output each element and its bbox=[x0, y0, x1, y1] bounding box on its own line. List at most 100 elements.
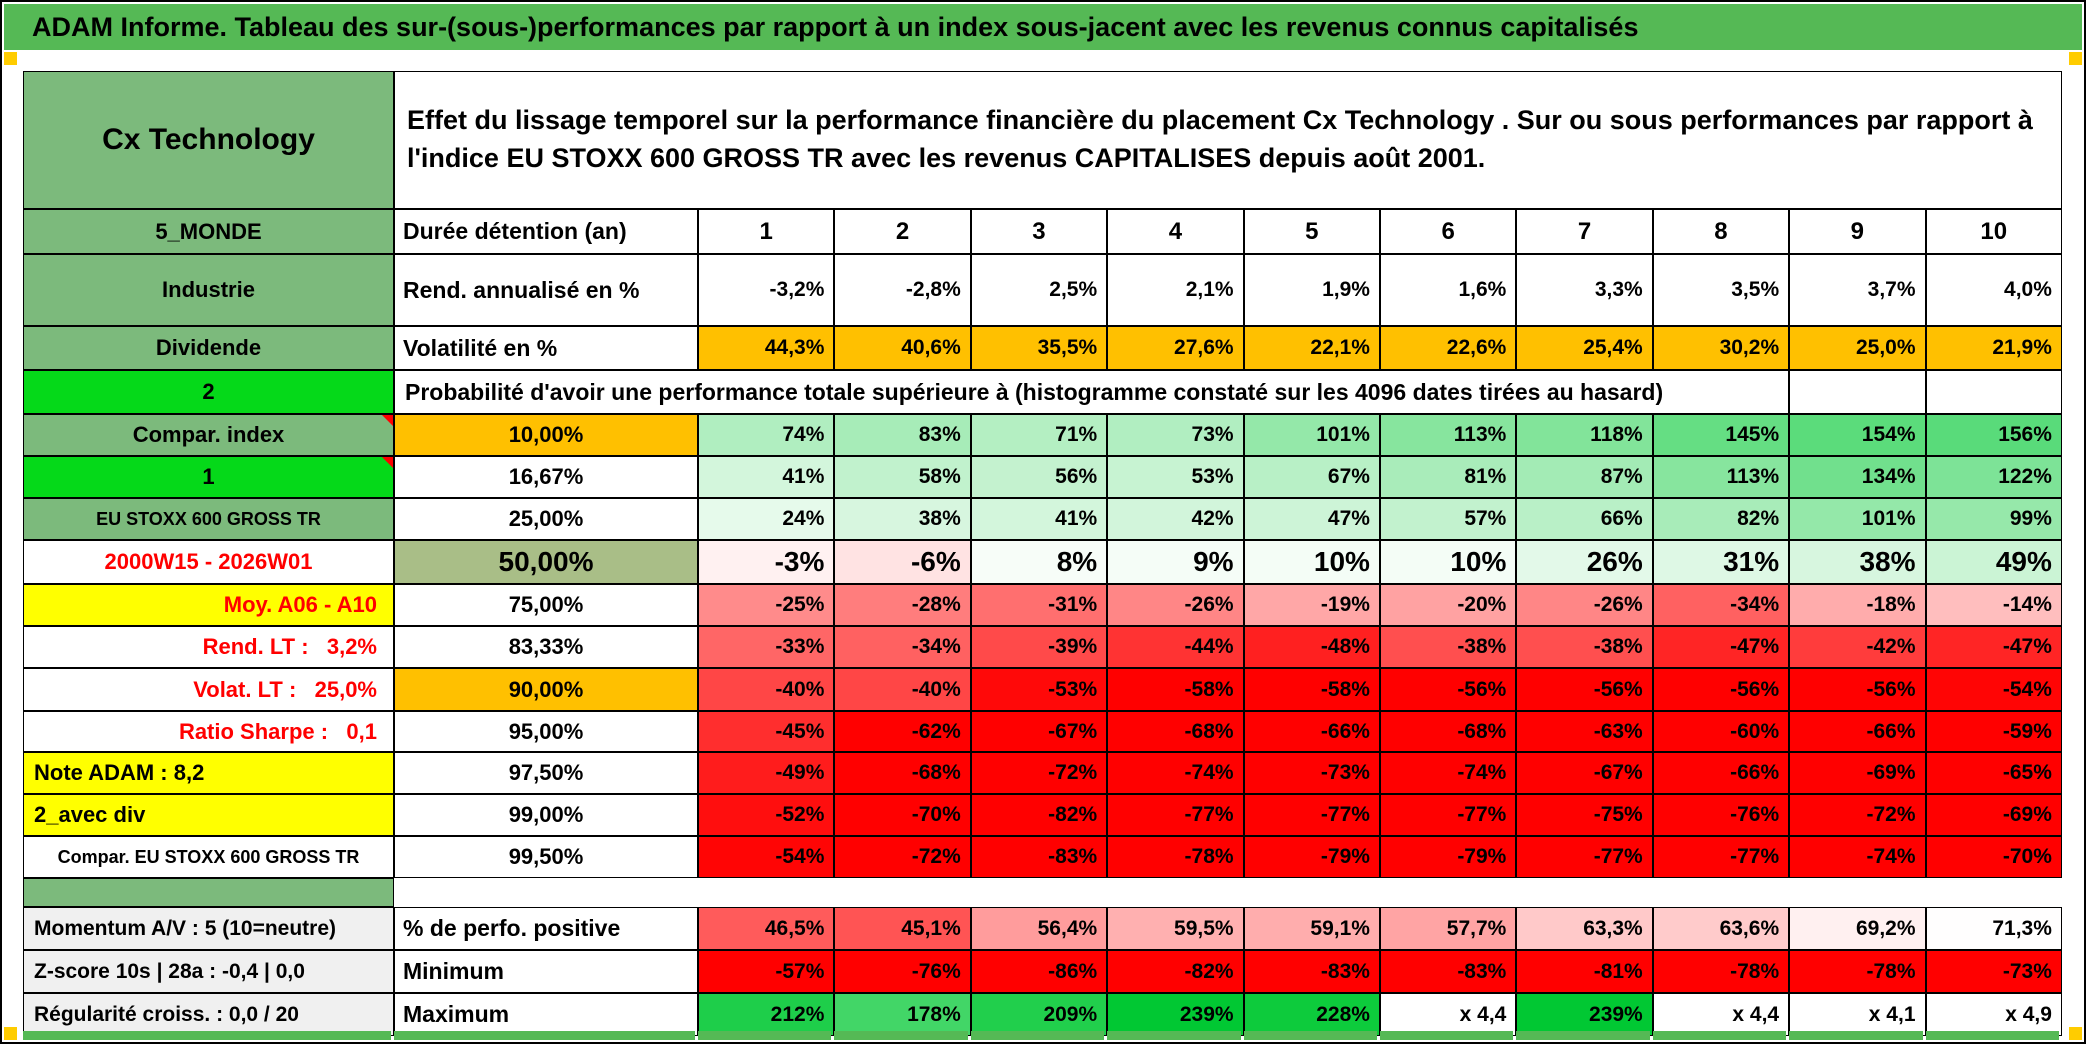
summary-value[interactable]: -78% bbox=[1789, 950, 1926, 993]
duration-cell[interactable]: 2 bbox=[834, 209, 971, 254]
probability-value[interactable]: -73% bbox=[1243, 752, 1380, 794]
probability-value[interactable]: -28% bbox=[834, 584, 971, 626]
duration-cell[interactable]: 1 bbox=[698, 209, 835, 254]
volatility-value[interactable]: 25,0% bbox=[1789, 326, 1926, 370]
probability-value[interactable]: 8% bbox=[970, 540, 1108, 584]
probability-value[interactable]: 81% bbox=[1379, 456, 1517, 498]
summary-value[interactable]: -73% bbox=[1925, 950, 2062, 993]
threshold-cell[interactable]: 99,50% bbox=[394, 836, 698, 878]
threshold-cell[interactable]: 16,67% bbox=[394, 456, 698, 498]
probability-value[interactable]: -70% bbox=[1925, 836, 2062, 878]
probability-value[interactable]: -58% bbox=[1107, 668, 1244, 711]
probability-value[interactable]: -68% bbox=[1379, 711, 1517, 752]
probability-value[interactable]: 73% bbox=[1107, 414, 1244, 456]
probability-value[interactable]: -31% bbox=[970, 584, 1108, 626]
probability-value[interactable]: 145% bbox=[1652, 414, 1790, 456]
probability-value[interactable]: -69% bbox=[1925, 794, 2062, 836]
volatility-value[interactable]: 40,6% bbox=[834, 326, 971, 370]
summary-value[interactable]: 239% bbox=[1516, 993, 1653, 1036]
duration-cell[interactable]: 10 bbox=[1925, 209, 2062, 254]
probability-note[interactable]: Probabilité d'avoir une performance tota… bbox=[394, 370, 1790, 414]
probability-value[interactable]: -66% bbox=[1789, 711, 1926, 752]
probability-value[interactable]: -77% bbox=[1107, 794, 1244, 836]
probability-value[interactable]: -67% bbox=[1516, 752, 1653, 794]
probability-value[interactable]: -38% bbox=[1516, 626, 1653, 668]
probability-value[interactable]: 67% bbox=[1243, 456, 1380, 498]
summary-value[interactable]: 228% bbox=[1243, 993, 1380, 1036]
probability-value[interactable]: -34% bbox=[1652, 584, 1790, 626]
probability-value[interactable]: -66% bbox=[1243, 711, 1380, 752]
summary-value[interactable]: 63,6% bbox=[1652, 907, 1790, 950]
probability-value[interactable]: -34% bbox=[834, 626, 971, 668]
probability-value[interactable]: 41% bbox=[970, 498, 1108, 540]
probability-value[interactable]: -14% bbox=[1925, 584, 2062, 626]
probability-value[interactable]: -74% bbox=[1379, 752, 1517, 794]
volatility-label[interactable]: Volatilité en % bbox=[394, 326, 698, 370]
probability-value[interactable]: -77% bbox=[1516, 836, 1653, 878]
duration-label[interactable]: Durée détention (an) bbox=[394, 209, 698, 254]
annualized-value[interactable]: -2,8% bbox=[834, 254, 971, 326]
probability-value[interactable]: -76% bbox=[1652, 794, 1790, 836]
probability-value[interactable]: 74% bbox=[698, 414, 835, 456]
probability-value[interactable]: 101% bbox=[1789, 498, 1926, 540]
summary-value[interactable]: -83% bbox=[1243, 950, 1380, 993]
probability-value[interactable]: -74% bbox=[1789, 836, 1926, 878]
probability-value[interactable]: 47% bbox=[1243, 498, 1380, 540]
summary-value[interactable]: -78% bbox=[1652, 950, 1790, 993]
probability-value[interactable]: 56% bbox=[970, 456, 1108, 498]
probability-value[interactable]: -53% bbox=[970, 668, 1108, 711]
probability-value[interactable]: -69% bbox=[1789, 752, 1926, 794]
summary-value[interactable]: x 4,9 bbox=[1925, 993, 2062, 1036]
row-header-cell[interactable]: Z-score 10s | 28a : -0,4 | 0,0 bbox=[23, 950, 394, 993]
duration-cell[interactable]: 6 bbox=[1379, 209, 1517, 254]
instrument-name[interactable]: Cx Technology bbox=[23, 71, 394, 209]
summary-value[interactable]: 178% bbox=[834, 993, 971, 1036]
probability-value[interactable]: -52% bbox=[698, 794, 835, 836]
duration-cell[interactable]: 4 bbox=[1107, 209, 1244, 254]
duration-cell[interactable]: 3 bbox=[970, 209, 1108, 254]
probability-value[interactable]: -65% bbox=[1925, 752, 2062, 794]
probability-value[interactable]: -47% bbox=[1925, 626, 2062, 668]
summary-value[interactable]: 45,1% bbox=[834, 907, 971, 950]
summary-label[interactable]: Maximum bbox=[394, 993, 698, 1036]
threshold-cell[interactable]: 95,00% bbox=[394, 711, 698, 752]
probability-value[interactable]: 66% bbox=[1516, 498, 1653, 540]
summary-value[interactable]: -76% bbox=[834, 950, 971, 993]
summary-value[interactable]: 71,3% bbox=[1925, 907, 2062, 950]
probability-value[interactable]: -40% bbox=[698, 668, 835, 711]
probability-value[interactable]: -56% bbox=[1789, 668, 1926, 711]
summary-value[interactable]: 212% bbox=[698, 993, 835, 1036]
probability-value[interactable]: 87% bbox=[1516, 456, 1653, 498]
probability-value[interactable]: -72% bbox=[834, 836, 971, 878]
summary-value[interactable]: -81% bbox=[1516, 950, 1653, 993]
threshold-cell[interactable]: 83,33% bbox=[394, 626, 698, 668]
probability-value[interactable]: -60% bbox=[1652, 711, 1790, 752]
probability-value[interactable]: -56% bbox=[1516, 668, 1653, 711]
volatility-value[interactable]: 35,5% bbox=[970, 326, 1108, 370]
threshold-cell[interactable]: 97,50% bbox=[394, 752, 698, 794]
probability-value[interactable]: -56% bbox=[1652, 668, 1790, 711]
probability-value[interactable]: -75% bbox=[1516, 794, 1653, 836]
probability-value[interactable]: 24% bbox=[698, 498, 835, 540]
row-header-cell[interactable]: Industrie bbox=[23, 254, 394, 326]
row-header-cell[interactable]: Compar. index bbox=[23, 414, 394, 456]
probability-value[interactable]: 10% bbox=[1379, 540, 1517, 584]
summary-value[interactable]: 63,3% bbox=[1516, 907, 1653, 950]
probability-value[interactable]: -78% bbox=[1107, 836, 1244, 878]
threshold-cell[interactable]: 75,00% bbox=[394, 584, 698, 626]
probability-value[interactable]: -54% bbox=[1925, 668, 2062, 711]
summary-value[interactable]: 239% bbox=[1107, 993, 1244, 1036]
probability-value[interactable]: -77% bbox=[1652, 836, 1790, 878]
duration-cell[interactable]: 5 bbox=[1243, 209, 1380, 254]
volatility-value[interactable]: 22,6% bbox=[1379, 326, 1517, 370]
annualized-value[interactable]: 1,6% bbox=[1379, 254, 1517, 326]
probability-value[interactable]: -26% bbox=[1107, 584, 1244, 626]
duration-cell[interactable]: 7 bbox=[1516, 209, 1653, 254]
probability-value[interactable]: -68% bbox=[834, 752, 971, 794]
volatility-value[interactable]: 30,2% bbox=[1652, 326, 1790, 370]
summary-value[interactable]: x 4,1 bbox=[1789, 993, 1926, 1036]
threshold-cell[interactable]: 50,00% bbox=[394, 540, 698, 584]
probability-value[interactable]: -79% bbox=[1243, 836, 1380, 878]
probability-value[interactable]: 10% bbox=[1243, 540, 1380, 584]
probability-value[interactable]: -44% bbox=[1107, 626, 1244, 668]
